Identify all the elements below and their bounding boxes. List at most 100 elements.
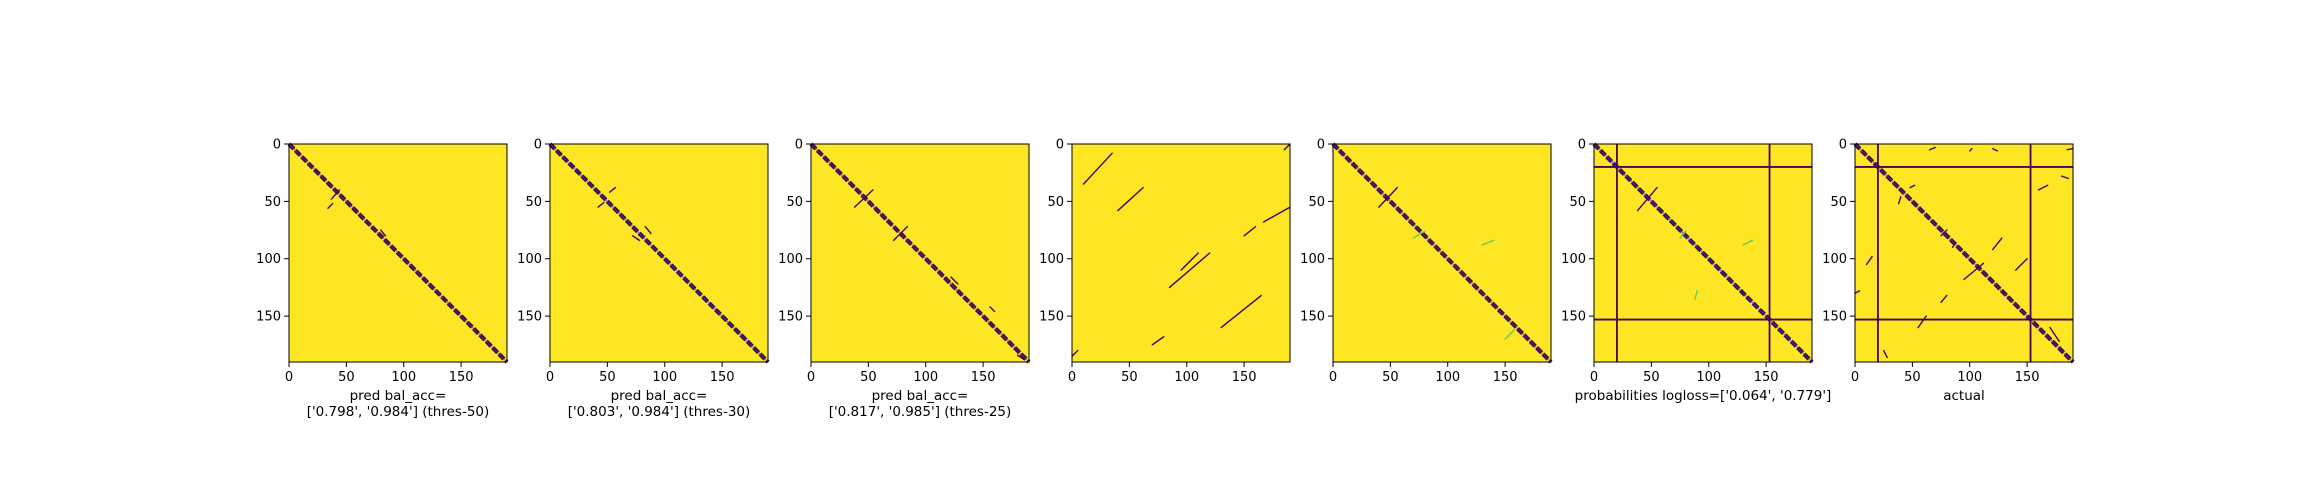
x-axis-caption: ['0.817', '0.985'] (thres-25) (829, 404, 1012, 420)
x-tick-label: 100 (1174, 370, 1199, 385)
contact-segment (1071, 349, 1079, 357)
x-tick-label: 50 (338, 370, 355, 385)
contact-segment (644, 225, 652, 235)
heatmap-frame (288, 143, 508, 363)
contact-segment (892, 225, 909, 242)
y-tick-label: 100 (778, 252, 803, 267)
x-tick-label: 150 (971, 370, 996, 385)
contact-segment (1243, 225, 1257, 237)
contact-segment (1991, 237, 2003, 251)
heatmap-panel-6: 0 50 100 150 0 50 100 150 probabilities logloss=… (1561, 138, 1831, 405)
contact-segment (1917, 315, 1927, 329)
y-tick-label: 150 (1300, 310, 1325, 325)
contact-segment (1636, 186, 1658, 212)
x-tick-label: 50 (1643, 370, 1660, 385)
contact-segment (1854, 290, 1861, 294)
heatmap-panel-4: 0 50 100 150 0 50 100 150 (1039, 138, 1291, 385)
x-tick-label: 100 (1957, 370, 1982, 385)
diagonal-contact-core (1854, 143, 2074, 363)
heatmap-background (1072, 144, 1290, 362)
heatmap-panel-7: 0 50 100 150 0 50 100 150 actual (1822, 138, 2075, 404)
heatmap-frame (1071, 143, 1291, 363)
contact-segment (1481, 239, 1495, 246)
x-tick-label: 150 (2015, 370, 2040, 385)
contact-segment (1991, 147, 1998, 152)
contact-segment (1963, 262, 1985, 281)
x-tick-label: 150 (1493, 370, 1518, 385)
contact-segment (1016, 354, 1026, 361)
diagonal-contact-core (1593, 143, 1813, 363)
contact-segment (1504, 329, 1515, 340)
y-tick-label: 100 (1561, 252, 1586, 267)
x-tick-label: 0 (807, 370, 815, 385)
contact-segment (1897, 196, 1902, 205)
y-tick-label: 150 (1039, 310, 1064, 325)
contact-segment (1865, 255, 1873, 266)
x-tick-label: 100 (913, 370, 938, 385)
heatmap-frame (1854, 143, 2074, 363)
diagonal-contact-core (288, 143, 508, 363)
y-tick-label: 150 (517, 310, 542, 325)
y-tick-label: 150 (778, 310, 803, 325)
contact-segment (2037, 184, 2049, 191)
x-axis-caption: pred bal_acc= (872, 388, 969, 404)
x-tick-label: 50 (1382, 370, 1399, 385)
diagonal-contact-core (1332, 143, 1552, 363)
y-tick-label: 0 (534, 138, 542, 153)
y-tick-label: 0 (1839, 138, 1847, 153)
y-tick-label: 0 (795, 138, 803, 153)
x-tick-label: 100 (1696, 370, 1721, 385)
y-tick-label: 50 (525, 195, 542, 210)
contact-segment (1909, 184, 1916, 189)
y-tick-label: 100 (1039, 252, 1064, 267)
contact-segment (1082, 152, 1113, 185)
contact-segment (1180, 252, 1199, 271)
contact-segment (631, 235, 641, 242)
contact-segment (1928, 146, 1937, 151)
y-tick-label: 100 (517, 252, 542, 267)
contact-segment (2049, 326, 2060, 343)
y-tick-label: 0 (1578, 138, 1586, 153)
x-tick-label: 100 (1435, 370, 1460, 385)
diagonal-contact-core (549, 143, 769, 363)
x-tick-label: 50 (599, 370, 616, 385)
contact-segment (1694, 290, 1698, 300)
diagonal-contact-core (810, 143, 1030, 363)
y-tick-label: 100 (1300, 252, 1325, 267)
contact-segment (1951, 241, 1957, 248)
contact-segment (950, 276, 959, 285)
x-tick-label: 100 (652, 370, 677, 385)
y-tick-label: 50 (1047, 195, 1064, 210)
x-axis-caption: pred bal_acc= (611, 388, 708, 404)
contact-segment (1220, 294, 1263, 329)
y-tick-label: 0 (1056, 138, 1064, 153)
x-tick-label: 50 (1121, 370, 1138, 385)
contact-segment (1742, 239, 1754, 246)
y-tick-label: 150 (1561, 310, 1586, 325)
contact-segment (327, 202, 334, 209)
heatmap-frame (810, 143, 1030, 363)
x-tick-label: 150 (710, 370, 735, 385)
x-tick-label: 100 (391, 370, 416, 385)
y-tick-label: 150 (256, 310, 281, 325)
contact-segment (330, 189, 341, 200)
y-tick-label: 100 (256, 252, 281, 267)
x-axis-caption: actual (1943, 388, 1985, 404)
contact-segment (1940, 294, 1948, 304)
x-tick-label: 150 (1232, 370, 1257, 385)
contact-segment (1117, 186, 1144, 212)
contact-segment (1940, 229, 1948, 237)
x-tick-label: 50 (1904, 370, 1921, 385)
y-tick-label: 0 (1317, 138, 1325, 153)
x-tick-label: 0 (285, 370, 293, 385)
contact-segment (989, 306, 996, 313)
x-axis-caption: ['0.798', '0.984'] (thres-50) (307, 404, 490, 420)
x-tick-label: 0 (1590, 370, 1598, 385)
y-tick-label: 50 (1569, 195, 1586, 210)
contact-segment (1679, 230, 1687, 239)
y-tick-label: 50 (264, 195, 281, 210)
x-tick-label: 0 (1068, 370, 1076, 385)
